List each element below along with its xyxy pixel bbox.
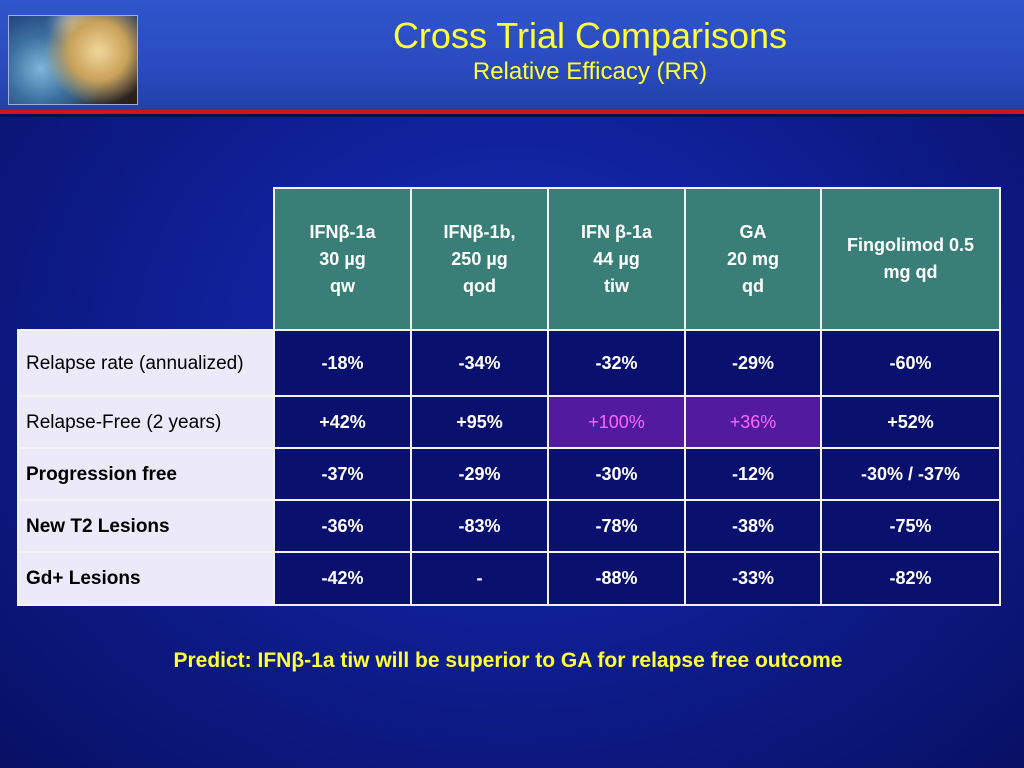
highlighted-data-cell: +36% — [684, 395, 822, 449]
data-cell: -29% — [684, 329, 822, 397]
row-label: Gd+ Lesions — [17, 551, 275, 606]
data-cell: -83% — [410, 499, 549, 553]
row-label: Progression free — [17, 447, 275, 501]
table-header-row: IFNβ-1a 30 µg qw IFNβ-1b, 250 µg qod IFN… — [18, 187, 1001, 331]
data-cell: -36% — [273, 499, 412, 553]
data-cell: -34% — [410, 329, 549, 397]
brain-illustration-logo — [8, 15, 138, 105]
column-header: Fingolimod 0.5 mg qd — [820, 187, 1001, 331]
data-cell: -33% — [684, 551, 822, 606]
column-header: IFNβ-1b, 250 µg qod — [410, 187, 549, 331]
column-header-line: Fingolimod 0.5 — [846, 235, 974, 255]
column-header-line: 30 µg — [319, 248, 366, 269]
highlighted-data-cell: +100% — [547, 395, 686, 449]
column-header-line: qd — [742, 275, 764, 296]
data-cell: -88% — [547, 551, 686, 606]
data-cell: - — [410, 551, 549, 606]
header-divider-dark — [0, 114, 1024, 117]
column-header: IFN β-1a 44 µg tiw — [547, 187, 686, 331]
slide-subtitle: Relative Efficacy (RR) — [472, 58, 708, 85]
slide-header — [0, 0, 1024, 110]
table-row: Progression free -37% -29% -30% -12% -30… — [17, 447, 1001, 501]
slide-title: Cross Trial Comparisons — [392, 15, 788, 56]
column-header-line: IFN β-1a — [581, 221, 652, 242]
data-cell: -32% — [547, 329, 686, 397]
column-header-line: tiw — [604, 275, 629, 296]
data-cell: +52% — [820, 395, 1001, 449]
data-cell: -18% — [273, 329, 412, 397]
column-header: IFNβ-1a 30 µg qw — [273, 187, 412, 331]
column-header-line: IFNβ-1b, — [443, 221, 516, 242]
column-header-line: 20 mg — [726, 248, 780, 269]
data-cell: -37% — [273, 447, 412, 501]
column-header-line: 44 µg — [593, 248, 640, 269]
column-header: GA 20 mg qd — [684, 187, 822, 331]
column-header-line: qod — [463, 275, 496, 296]
data-cell: -29% — [410, 447, 549, 501]
column-header-line: mg qd — [883, 262, 938, 282]
data-cell: -30% / -37% — [820, 447, 1001, 501]
column-header-line: qw — [330, 275, 355, 296]
data-cell: +42% — [273, 395, 412, 449]
data-cell: -60% — [820, 329, 1001, 397]
data-cell: -42% — [273, 551, 412, 606]
data-cell: -82% — [820, 551, 1001, 606]
row-label: New T2 Lesions — [17, 499, 275, 553]
row-label: Relapse rate (annualized) — [17, 329, 275, 397]
data-cell: +95% — [410, 395, 549, 449]
column-header-line: GA — [739, 221, 767, 242]
row-label: Relapse-Free (2 years) — [17, 395, 275, 449]
table-corner — [18, 188, 274, 330]
column-header-line: 250 µg — [451, 248, 508, 269]
efficacy-table: IFNβ-1a 30 µg qw IFNβ-1b, 250 µg qod IFN… — [17, 187, 1001, 606]
data-cell: -12% — [684, 447, 822, 501]
table-row: Gd+ Lesions -42% - -88% -33% -82% — [17, 551, 1001, 606]
data-cell: -75% — [820, 499, 1001, 553]
header-divider-red — [0, 110, 1024, 114]
table-row: Relapse rate (annualized) -18% -34% -32%… — [17, 329, 1001, 397]
data-cell: -30% — [547, 447, 686, 501]
column-header-line: IFNβ-1a — [309, 221, 376, 242]
prediction-note: Predict: IFNβ-1a tiw will be superior to… — [173, 649, 843, 672]
table-row: New T2 Lesions -36% -83% -78% -38% -75% — [17, 499, 1001, 553]
data-cell: -38% — [684, 499, 822, 553]
table-row: Relapse-Free (2 years) +42% +95% +100% +… — [17, 395, 1001, 449]
data-cell: -78% — [547, 499, 686, 553]
